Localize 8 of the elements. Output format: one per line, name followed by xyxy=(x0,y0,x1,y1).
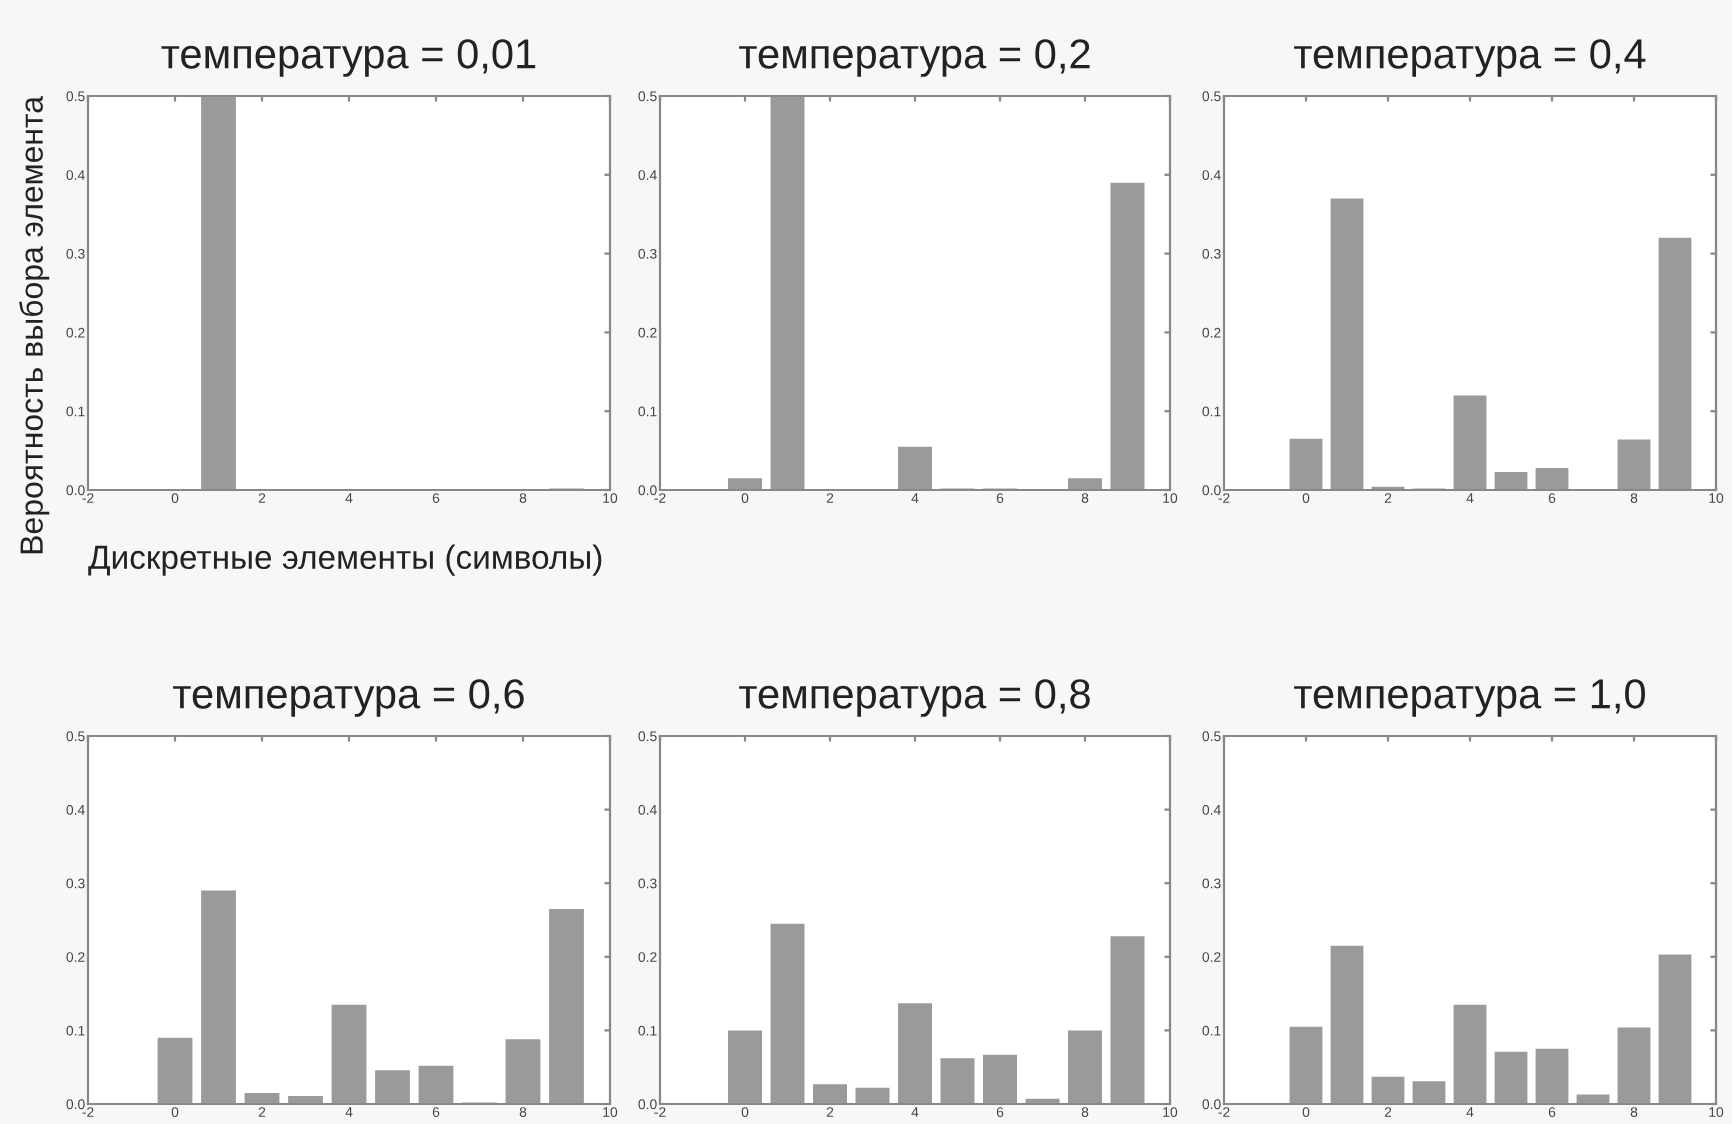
chart-title: температура = 0,01 xyxy=(161,39,536,77)
chart-title: температура = 0,4 xyxy=(1294,39,1646,77)
y-axis-title: Вероятность выбора элемента xyxy=(19,95,50,554)
chart-title: температура = 0,8 xyxy=(739,679,1090,717)
chart-title: температура = 0,6 xyxy=(173,679,524,717)
x-axis-title: Дискретные элементы (символы) xyxy=(88,544,602,576)
chart-title: температура = 0,2 xyxy=(739,39,1090,77)
chart-title: температура = 1,0 xyxy=(1294,679,1645,717)
